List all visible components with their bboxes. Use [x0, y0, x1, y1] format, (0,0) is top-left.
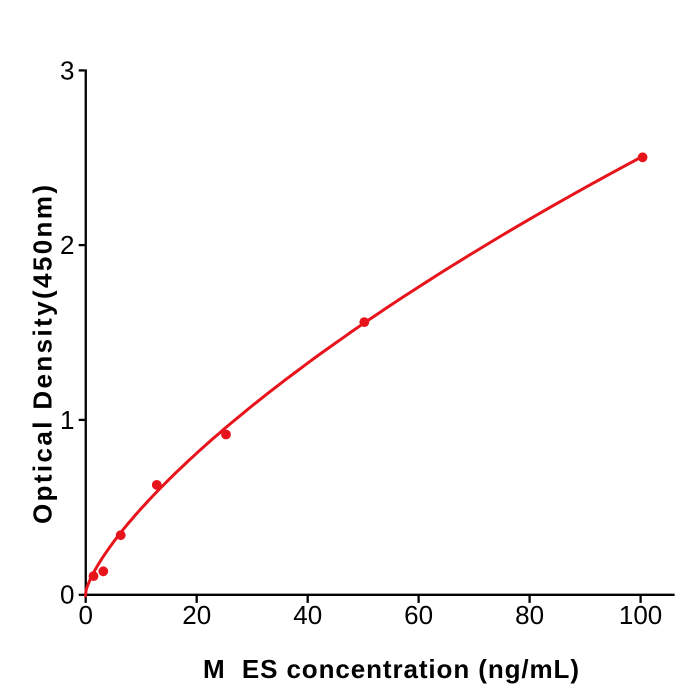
svg-text:M ES concentration (ng/mL): M ES concentration (ng/mL) [203, 654, 579, 684]
svg-text:Optical Density(450nm): Optical Density(450nm) [28, 185, 58, 524]
svg-text:2: 2 [60, 230, 74, 260]
svg-text:100: 100 [619, 600, 662, 630]
svg-text:20: 20 [182, 600, 211, 630]
svg-text:3: 3 [60, 55, 74, 85]
svg-text:0: 0 [78, 600, 92, 630]
svg-text:40: 40 [293, 600, 322, 630]
svg-text:80: 80 [515, 600, 544, 630]
svg-text:60: 60 [404, 600, 433, 630]
svg-text:0: 0 [60, 580, 74, 610]
svg-text:1: 1 [60, 405, 74, 435]
